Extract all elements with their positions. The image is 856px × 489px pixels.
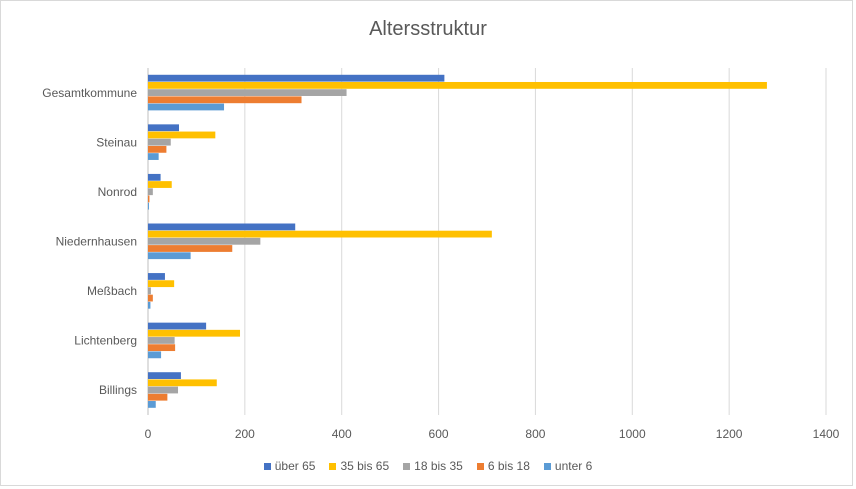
bar — [148, 322, 207, 330]
bar — [148, 202, 149, 210]
x-tick-label: 1400 — [813, 427, 840, 441]
bar — [148, 252, 191, 260]
bar — [148, 379, 217, 387]
bar — [148, 401, 156, 408]
bar — [148, 351, 162, 359]
legend-label: 6 bis 18 — [487, 459, 530, 473]
bar — [148, 245, 233, 252]
legend-swatch — [329, 463, 337, 470]
bar — [148, 294, 153, 302]
x-tick-label: 1200 — [716, 427, 743, 441]
bar — [148, 237, 261, 245]
bar — [148, 173, 161, 181]
bar — [148, 301, 151, 309]
category-label: Lichtenberg — [74, 334, 137, 348]
category-label: Nonrod — [98, 185, 137, 199]
legend-label: 18 bis 35 — [414, 459, 463, 473]
bar — [148, 273, 165, 280]
x-tick-label: 0 — [145, 427, 152, 441]
legend-item: 35 bis 65 — [329, 459, 389, 473]
legend-label: über 65 — [274, 459, 316, 473]
bar — [148, 89, 347, 96]
legend-label: 35 bis 65 — [340, 459, 390, 473]
category-label: Meßbach — [87, 284, 137, 298]
bar — [148, 188, 153, 196]
bar — [148, 124, 179, 132]
bar — [148, 153, 159, 160]
bar — [148, 337, 175, 344]
legend-item: 18 bis 35 — [403, 459, 463, 473]
x-tick-label: 200 — [235, 427, 255, 441]
bar — [148, 280, 175, 288]
chart-legend: über 65 35 bis 65 18 bis 35 6 bis 18 unter 6 — [0, 459, 856, 473]
bar — [148, 145, 167, 153]
bar — [148, 329, 241, 337]
category-label: Niedernhausen — [56, 235, 137, 249]
legend-item: über 65 — [263, 459, 316, 473]
bar — [148, 138, 171, 146]
legend-swatch — [263, 463, 271, 470]
bar — [148, 287, 151, 295]
bar — [148, 386, 179, 394]
legend-label: unter 6 — [554, 459, 593, 473]
chart-title: Altersstruktur — [369, 18, 487, 40]
bar — [148, 96, 302, 104]
legend-item: 6 bis 18 — [476, 459, 530, 473]
legend-swatch — [403, 463, 411, 470]
bar — [148, 81, 767, 89]
x-tick-label: 400 — [332, 427, 352, 441]
x-tick-label: 800 — [525, 427, 545, 441]
legend-swatch — [476, 463, 484, 470]
legend-item: unter 6 — [543, 459, 593, 473]
bar — [148, 103, 225, 111]
bar — [148, 393, 168, 401]
category-label: Billings — [99, 383, 137, 397]
bar — [148, 131, 216, 139]
category-label: Steinau — [96, 135, 137, 149]
bar — [148, 74, 445, 82]
category-label: Gesamtkommune — [42, 86, 137, 100]
bar — [148, 372, 181, 380]
legend-swatch — [543, 463, 551, 470]
bar — [148, 181, 172, 188]
x-tick-label: 600 — [429, 427, 449, 441]
x-tick-label: 1000 — [619, 427, 646, 441]
bar — [148, 195, 150, 203]
bar — [148, 223, 296, 231]
bar — [148, 230, 492, 238]
bar — [148, 344, 176, 352]
